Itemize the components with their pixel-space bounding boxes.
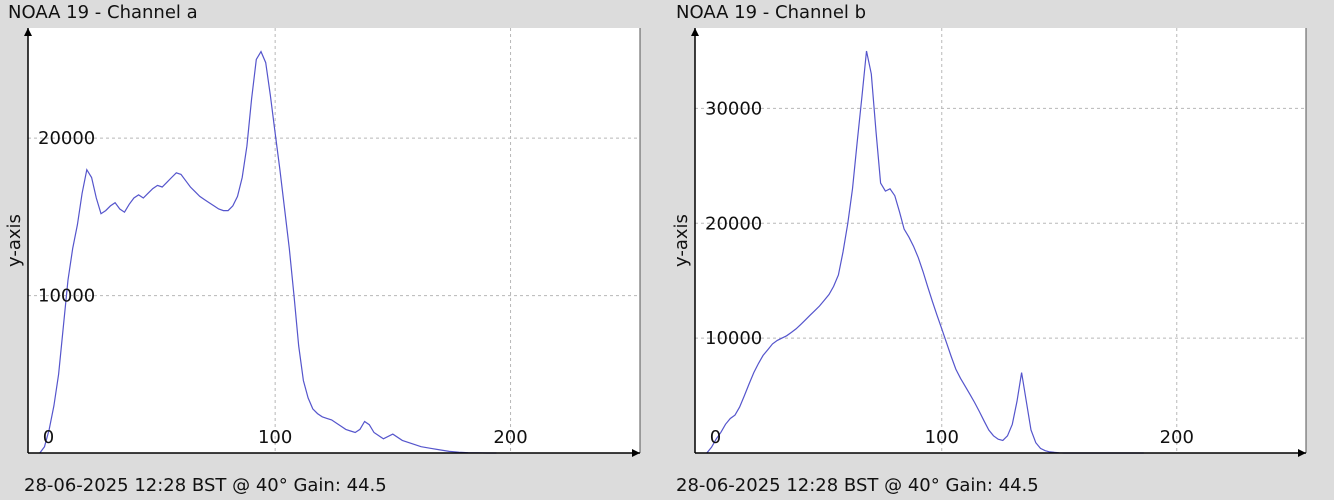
chart-a-series-line: [39, 50, 497, 454]
chart-a-title: NOAA 19 - Channel a: [8, 2, 198, 23]
chart-a-y-axis-title: y-axis: [4, 214, 25, 267]
chart-a-footer: 28-06-2025 12:28 BST @ 40° Gain: 44.5: [24, 475, 387, 496]
chart-a-x-axis-arrow: [632, 449, 640, 457]
chart-b-y-axis-title: y-axis: [671, 214, 692, 267]
chart-b-x-axis-arrow: [1298, 449, 1306, 457]
chart-a-y-tick-label: 10000: [38, 286, 95, 307]
chart-b-footer: 28-06-2025 12:28 BST @ 40° Gain: 44.5: [676, 475, 1039, 496]
chart-a-y-axis-arrow: [24, 28, 32, 36]
chart-b-x-tick-label: 0: [710, 427, 721, 448]
chart-b-x-tick-label: 200: [1160, 427, 1194, 448]
chart-b-title: NOAA 19 - Channel b: [676, 2, 867, 23]
chart-b-y-axis-arrow: [691, 28, 699, 36]
chart-b-y-tick-label: 10000: [705, 328, 762, 349]
chart-a-x-tick-label: 200: [493, 427, 527, 448]
chart-a-x-tick-label: 0: [43, 427, 54, 448]
chart-b-y-tick-label: 20000: [705, 213, 762, 234]
chart-a-plot-area: [28, 28, 640, 453]
chart-b-x-tick-label: 100: [925, 427, 959, 448]
chart-b-y-tick-label: 30000: [705, 98, 762, 119]
chart-a-y-tick-label: 20000: [38, 128, 95, 149]
chart-b-plot-area: [695, 28, 1306, 453]
chart-a-x-tick-label: 100: [258, 427, 292, 448]
